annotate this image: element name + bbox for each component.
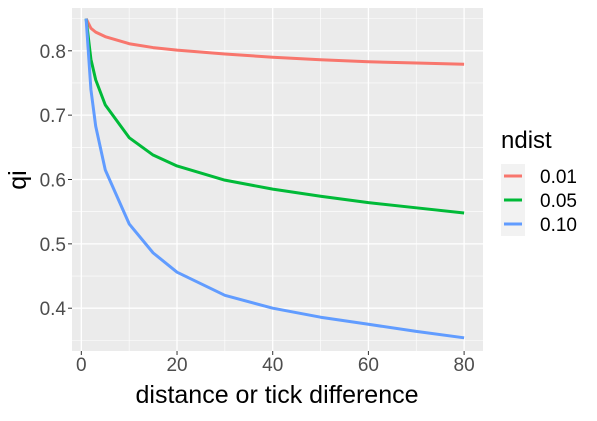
y-tick-label: 0.6 [40,171,66,192]
major-gridlines [72,8,483,351]
legend-label-0.10: 0.10 [540,215,577,236]
x-tick-label: 60 [358,355,379,376]
series-line-0.01 [84,17,465,66]
x-tick-label: 0 [76,355,87,376]
y-tick-label: 0.5 [40,235,66,256]
x-tick-label: 80 [454,355,475,376]
series-lines [84,17,465,340]
legend: ndist 0.01 0.05 0.10 [501,127,577,236]
y-tick-label: 0.7 [40,106,66,127]
x-axis: 0 20 40 60 80 [76,351,475,376]
y-axis: 0.4 0.5 0.6 0.7 0.8 [40,42,72,320]
legend-title: ndist [501,127,552,154]
y-tick-label: 0.8 [40,42,66,63]
series-line-0.05 [84,18,465,215]
x-tick-label: 20 [166,355,187,376]
y-axis-label: qi [4,170,32,189]
x-tick-label: 40 [262,355,283,376]
y-tick-label: 0.4 [40,299,67,320]
x-axis-label: distance or tick difference [135,381,418,409]
legend-label-0.01: 0.01 [540,167,577,188]
legend-label-0.05: 0.05 [540,191,577,212]
series-line-0.10 [84,18,465,340]
